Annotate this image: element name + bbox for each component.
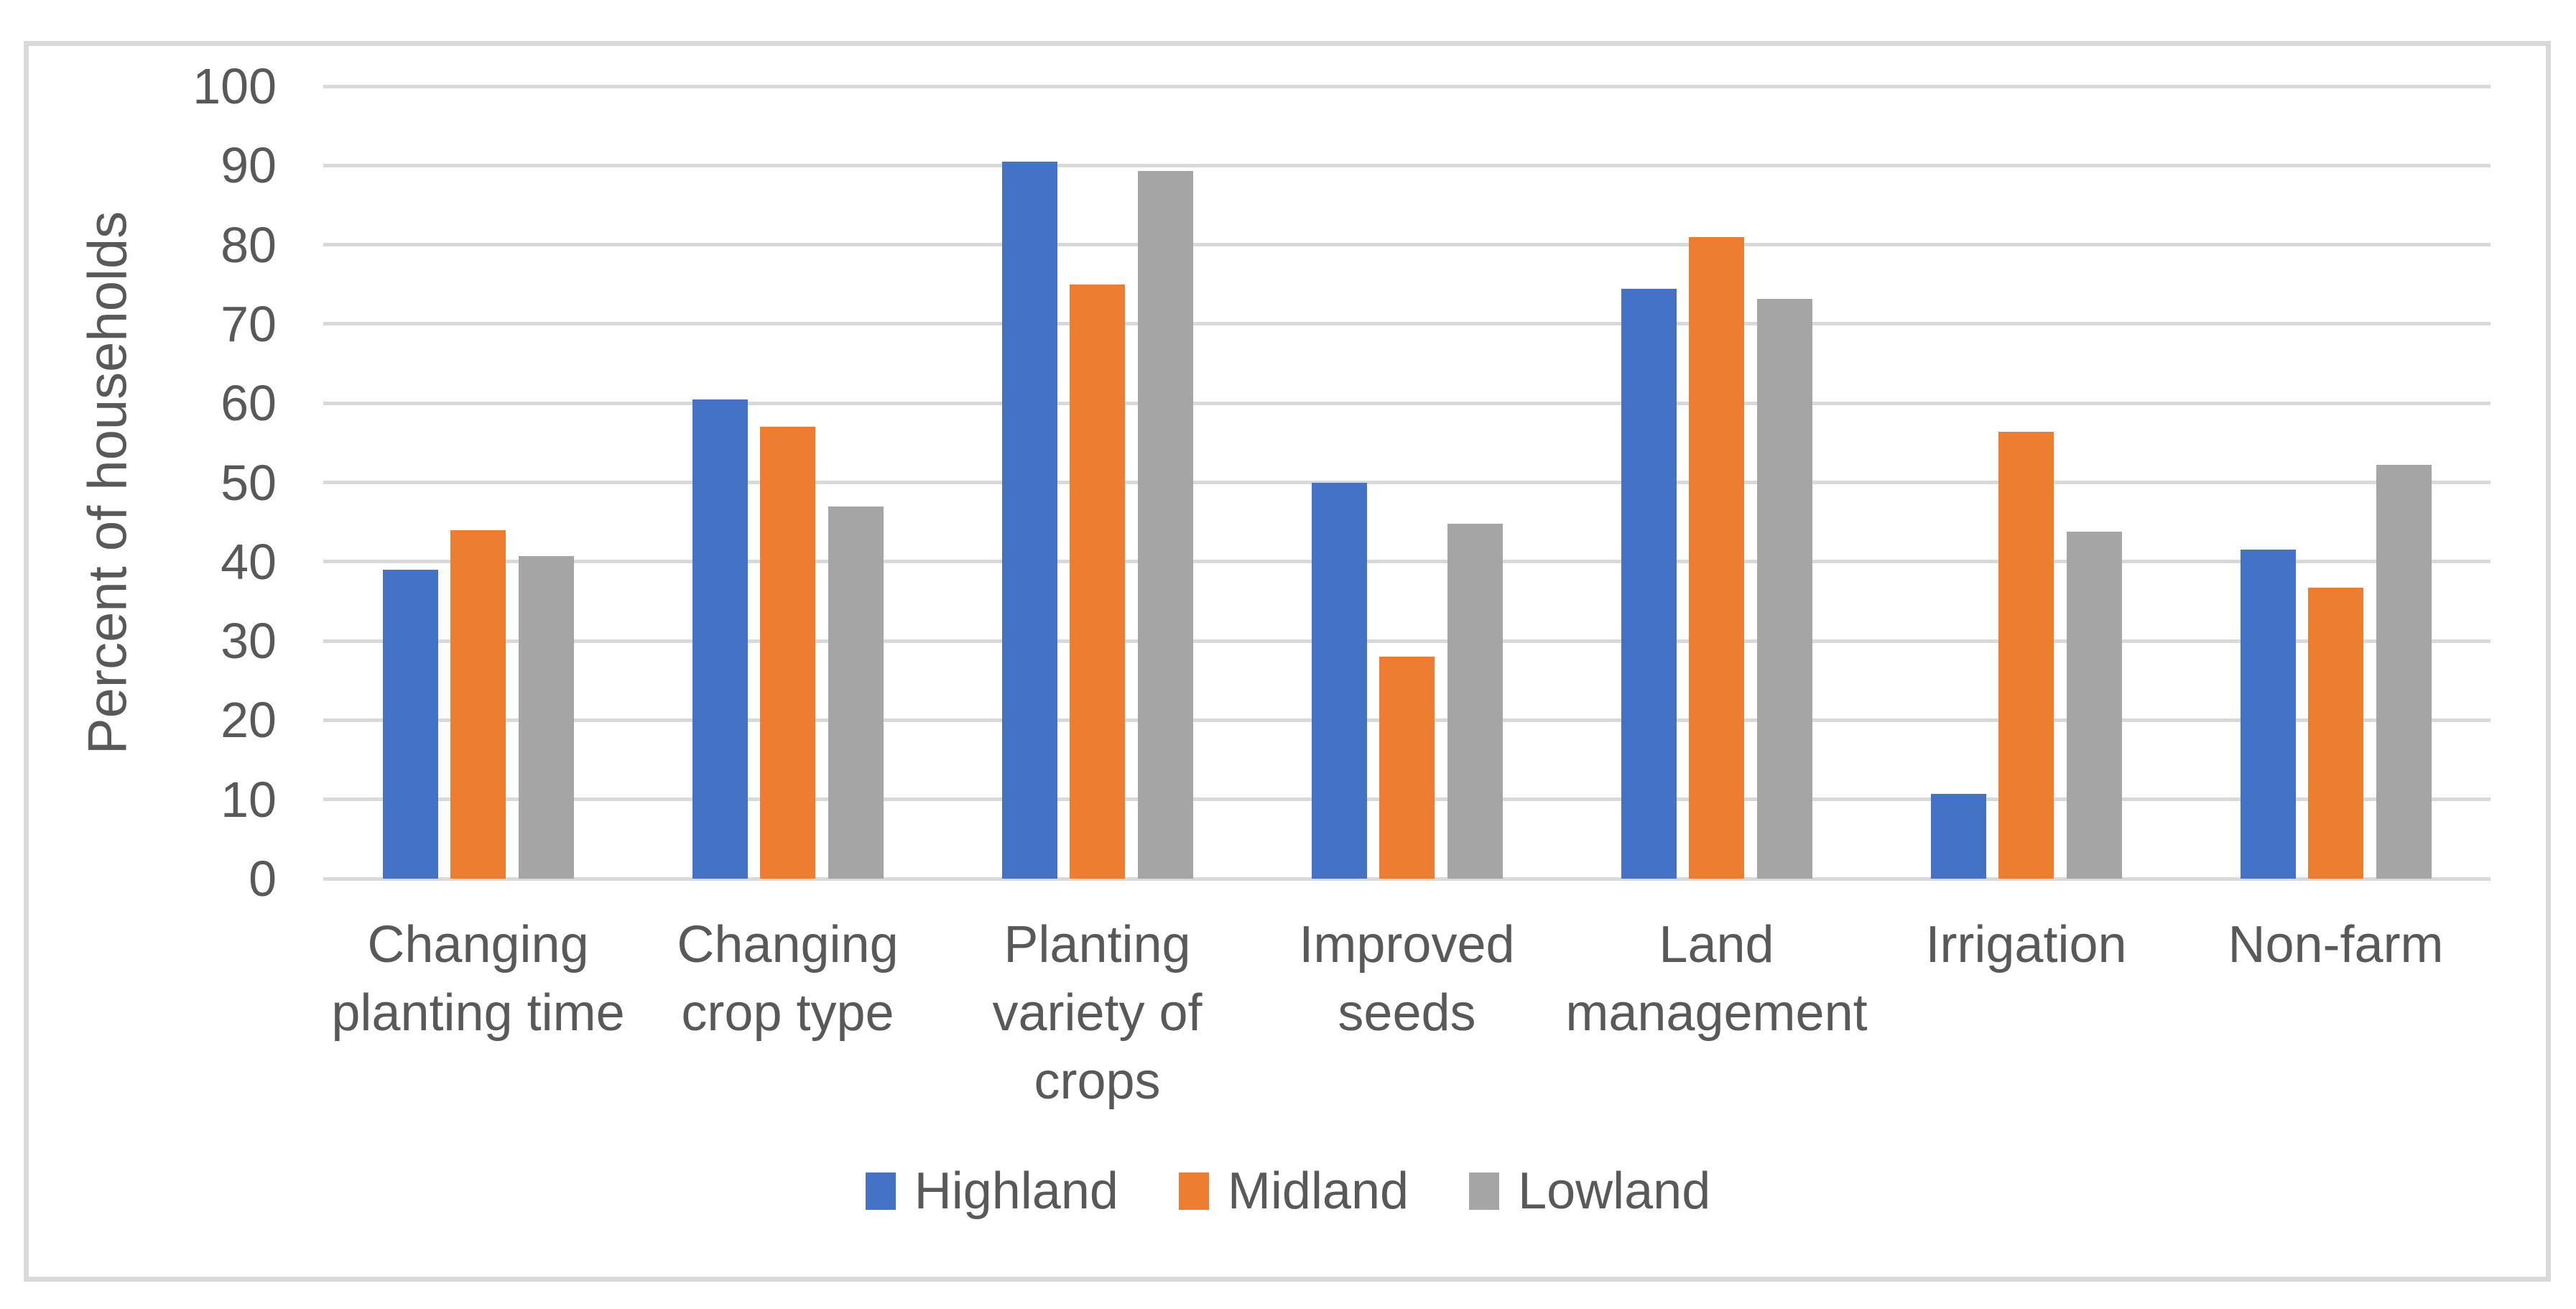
- category-label: Changing planting time: [331, 916, 625, 1042]
- category-label: Land management: [1565, 916, 1868, 1042]
- legend-swatch-icon: [1469, 1172, 1500, 1210]
- legend-label: Lowland: [1518, 1162, 1711, 1220]
- y-tick-label: 100: [193, 58, 277, 114]
- legend-item-midland: Midland: [1178, 1155, 1409, 1227]
- y-tick-label: 20: [221, 692, 277, 749]
- legend-label: Midland: [1227, 1162, 1409, 1220]
- bar-highland-2: [692, 399, 748, 879]
- y-axis-title: Percent of households: [77, 211, 139, 755]
- y-tick-label: 80: [221, 216, 277, 273]
- gridline: [323, 322, 2491, 326]
- gridline: [323, 243, 2491, 247]
- gridline: [323, 876, 2491, 881]
- y-tick-label: 70: [221, 295, 277, 352]
- bar-midland-5: [1689, 236, 1744, 879]
- chart-border: [24, 41, 2551, 1282]
- bar-midland-6: [1998, 431, 2054, 879]
- bar-lowland-2: [828, 506, 884, 879]
- y-tick-label: 90: [221, 137, 277, 194]
- legend-swatch-icon: [865, 1172, 896, 1210]
- gridline: [323, 481, 2491, 484]
- gridline: [323, 560, 2491, 564]
- legend-item-lowland: Lowland: [1469, 1155, 1710, 1227]
- legend-item-highland: Highland: [865, 1155, 1118, 1227]
- category-label: Changing crop type: [677, 916, 899, 1042]
- bar-midland-4: [1379, 657, 1435, 879]
- plot-area: [323, 84, 2491, 881]
- bar-highland-3: [1001, 161, 1057, 879]
- bar-highland-7: [2240, 550, 2296, 879]
- bar-lowland-4: [1447, 523, 1503, 879]
- bar-midland-2: [760, 427, 815, 879]
- bar-lowland-3: [1137, 171, 1193, 879]
- y-tick-label: 40: [221, 533, 277, 590]
- y-tick-label: 10: [221, 771, 277, 828]
- bar-lowland-5: [1756, 298, 1812, 879]
- bar-midland-7: [2308, 588, 2363, 879]
- gridline: [323, 639, 2491, 643]
- bar-lowland-1: [518, 556, 574, 879]
- bar-highland-1: [382, 569, 438, 879]
- bar-highland-6: [1930, 793, 1986, 879]
- legend-label: Highland: [914, 1162, 1118, 1220]
- y-tick-label: 0: [249, 851, 277, 907]
- legend: Highland Midland Lowland: [0, 1155, 2576, 1227]
- gridline: [323, 163, 2491, 167]
- bar-lowland-7: [2376, 465, 2432, 879]
- bar-midland-1: [450, 529, 506, 879]
- bar-midland-3: [1070, 284, 1125, 879]
- bar-highland-5: [1621, 289, 1677, 879]
- category-label: Irrigation: [1925, 916, 2127, 973]
- y-tick-label: 30: [221, 613, 277, 670]
- y-tick-label: 60: [221, 375, 277, 432]
- bar-lowland-6: [2066, 531, 2122, 879]
- bar-highland-4: [1311, 482, 1367, 879]
- gridline: [323, 401, 2491, 405]
- category-label: Non-farm: [2228, 916, 2444, 973]
- category-label: Planting variety of crops: [992, 916, 1203, 1110]
- gridline: [323, 84, 2491, 88]
- y-tick-label: 50: [221, 454, 277, 511]
- category-label: Improved seeds: [1299, 916, 1515, 1042]
- legend-swatch-icon: [1178, 1172, 1209, 1210]
